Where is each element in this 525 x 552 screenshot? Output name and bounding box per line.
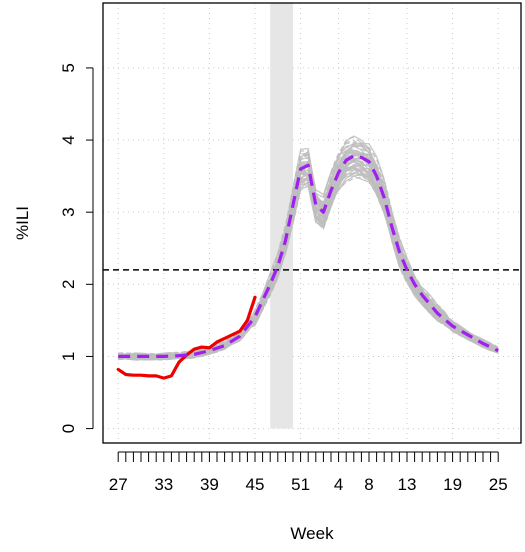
forecast-sample-line — [118, 152, 499, 359]
forecast-sample-line — [118, 164, 499, 361]
forecast-sample-line — [118, 144, 499, 358]
forecast-sample-line — [118, 166, 499, 361]
x-tick-label: 13 — [398, 475, 417, 494]
y-tick-label: 2 — [59, 280, 78, 289]
forecast-mean-line — [118, 154, 499, 358]
forecast-sample-line — [118, 166, 499, 361]
forecast-sample-line — [118, 163, 499, 361]
x-axis: 27 33 39 45 51 4 8 13 19 25 — [109, 451, 508, 494]
forecast-sample-line — [118, 167, 499, 360]
plot-frame — [102, 2, 522, 444]
forecast-sample-line — [118, 172, 499, 361]
x-tick-label: 27 — [109, 475, 128, 494]
x-axis-title: Week — [290, 524, 334, 543]
y-tick-label: 4 — [59, 135, 78, 144]
y-tick-label: 5 — [59, 63, 78, 72]
forecast-sample-line — [118, 161, 499, 360]
forecast-sample-line — [118, 169, 499, 361]
y-axis-title: %ILI — [13, 206, 32, 240]
forecast-sample-line — [118, 169, 499, 361]
y-tick-label: 3 — [59, 207, 78, 216]
y-axis: 0 1 2 3 4 5 — [59, 63, 94, 433]
forecast-sample-line — [118, 175, 499, 361]
forecast-sample-line — [118, 161, 499, 360]
y-tick-label: 0 — [59, 424, 78, 433]
forecast-sample-line — [118, 159, 499, 360]
forecast-sample-line — [118, 163, 499, 360]
forecast-sample-line — [118, 160, 499, 360]
y-tick-label: 1 — [59, 352, 78, 361]
forecast-sample-line — [118, 165, 499, 361]
forecast-samples — [118, 135, 499, 361]
grid-layer — [103, 3, 521, 443]
x-tick-label: 19 — [443, 475, 462, 494]
forecast-sample-line — [118, 167, 499, 361]
forecast-sample-line — [118, 166, 499, 361]
forecast-sample-line — [118, 167, 499, 360]
forecast-sample-line — [118, 168, 499, 361]
x-tick-label: 51 — [291, 475, 310, 494]
x-tick-label: 4 — [334, 475, 343, 494]
x-tick-label: 8 — [364, 475, 373, 494]
forecast-sample-line — [118, 160, 499, 360]
forecast-sample-line — [118, 164, 499, 360]
x-tick-label: 45 — [246, 475, 265, 494]
x-tick-label: 33 — [154, 475, 173, 494]
forecast-sample-line — [118, 160, 499, 359]
forecast-start-band — [270, 3, 293, 429]
x-tick-label: 25 — [489, 475, 508, 494]
forecast-sample-line — [118, 173, 499, 361]
series-layer — [116, 154, 499, 380]
shaded-band — [270, 3, 293, 429]
forecast-sample-line — [118, 144, 499, 358]
forecast-sample-line — [118, 176, 499, 361]
forecast-sample-line — [118, 173, 499, 361]
x-tick-label: 39 — [200, 475, 219, 494]
